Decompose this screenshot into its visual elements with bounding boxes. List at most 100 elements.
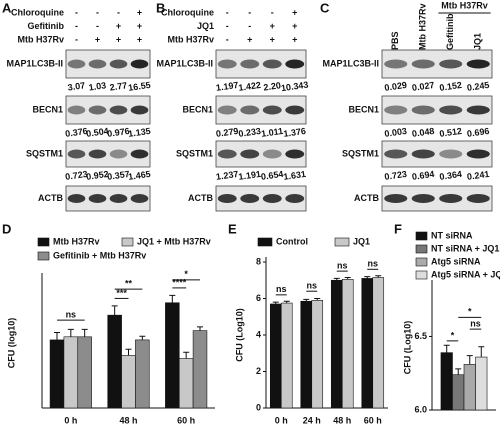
error-bar [81,328,88,337]
legend-label: JQ1 + Mtb H37Rv [137,236,211,246]
blot-band [466,149,490,159]
blot-band [439,59,463,69]
blot-band [411,149,435,159]
blot-quantity: 0.152 [439,80,463,93]
bar [77,336,92,409]
blot-band [384,59,408,69]
legend-label: Control [276,236,308,246]
significance-label: *** [116,288,127,298]
blot-band [130,194,149,203]
legend-swatch [334,237,350,247]
blot-quantity: 0.504 [86,126,110,139]
blot-quantity: 0.976 [107,126,131,139]
treatment-sign: - [96,21,99,31]
panel-label: D [2,221,11,236]
blot-band [285,149,305,159]
error-bar [364,276,371,279]
blot-band [88,149,107,159]
error-bar [333,277,340,281]
treatment-sign: + [95,34,100,44]
blot-band [439,149,463,159]
blot-band [109,105,128,115]
blot-name: BECN1 [182,104,213,114]
blot-band [411,105,435,115]
error-bar [272,301,279,304]
blot-quantity: 1.191 [238,169,262,182]
y-tick-label: 2 [256,366,261,376]
legend-swatch [121,237,134,247]
treatment-sign: + [292,21,297,31]
blot-quantity: 0.512 [439,126,463,139]
treatment-sign: + [137,21,142,31]
blot-band [217,105,237,115]
error-bar [197,326,204,331]
error-bar [125,348,132,356]
error-bar [53,331,60,340]
error-bar [67,328,74,337]
blot-name: MAP1LC3B-II [322,58,379,68]
y-axis-label: CFU (Log10) [402,321,412,375]
blot-quantity: 1.422 [238,80,262,93]
blot-quantity: 16.55 [128,80,152,93]
blot-quantity: 2.20 [263,80,282,92]
treatment-sign: - [226,34,229,44]
blot-band [384,149,408,159]
significance-label: ** [125,279,133,289]
x-tick-label: 0 h [64,415,77,425]
bar [361,278,374,409]
bar [341,279,354,409]
treatment-sign: - [271,7,274,17]
error-bar [478,346,485,358]
legend-label: NT siRNA [431,230,473,240]
blot-band [88,59,107,69]
blot-quantity: 0.376 [65,126,89,139]
blot-quantity: 1.011 [261,126,284,139]
treatment-sign: - [226,21,229,31]
blot-quantity: 0.241 [466,169,490,182]
legend-label: NT siRNA + JQ1 [431,243,499,253]
bar [107,314,122,409]
y-tick-label: 6.5 [414,331,427,341]
blot-quantity: 0.696 [466,126,490,139]
blot-band [466,194,490,203]
significance-label: ns [306,281,317,291]
error-bar [344,277,351,280]
treatment-sign: + [116,34,121,44]
blot-quantity: 0.694 [411,169,435,182]
error-bar [455,368,462,375]
y-tick-label: 8 [256,256,261,266]
treatment-sign: - [75,7,78,17]
y-axis-label: CFU (log10) [6,318,16,369]
blot-band [384,194,408,203]
error-bar [314,298,321,301]
treatment-sign: - [226,7,229,17]
blot-band [130,105,149,115]
blot-quantity: 0.245 [466,80,490,93]
treatment-sign: + [116,21,121,31]
blot-quantity: 0.952 [86,169,110,182]
blot-name: ACTB [354,193,379,203]
blot-quantity: 1.631 [283,169,307,182]
blot-band [285,105,305,115]
bar [452,374,465,411]
bar [330,279,343,409]
column-header: PBS [390,31,400,50]
blot-band [88,105,107,115]
blot-band [439,105,463,115]
treatment-sign: - [75,34,78,44]
blot-quantity: 1.237 [215,169,239,182]
error-bar [303,298,310,302]
blot-band [262,59,282,69]
blot-quantity: 0.279 [215,126,239,139]
blot-quantity: 1.376 [283,126,307,139]
treatment-sign: - [117,7,120,17]
blot-quantity: 0.654 [260,169,284,182]
panel-label: E [228,221,237,236]
error-bar [375,275,382,278]
legend-swatch [37,237,50,247]
blot-name: SQSTM1 [342,148,379,158]
legend-label: JQ1 [353,236,370,246]
error-bar [183,351,190,359]
blot-band [67,194,86,203]
